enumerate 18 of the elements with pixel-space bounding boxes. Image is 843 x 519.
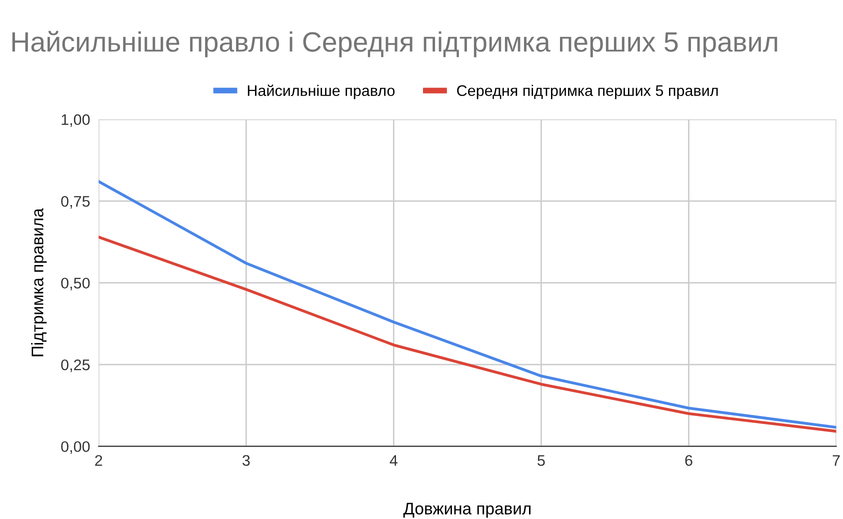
x-tick-label: 6: [685, 455, 692, 466]
chart-title: Найсильніше правло і Середня підтримка перших 5 правил: [12, 30, 778, 58]
x-tick-label: 2: [95, 455, 102, 466]
y-tick-label: 0,00: [61, 441, 90, 454]
y-tick-label: 0,75: [61, 196, 90, 209]
y-axis-title: Підтримка правила: [31, 208, 47, 356]
x-axis-title: Довжина правил: [403, 502, 531, 518]
legend-label: Найсильніше правло: [248, 84, 395, 100]
y-tick-label: 0,25: [61, 359, 90, 372]
x-tick-label: 4: [390, 455, 398, 466]
y-tick-label: 1,00: [62, 114, 90, 127]
x-tick-label: 7: [832, 455, 840, 466]
x-tick-label: 3: [242, 455, 250, 466]
line-series: [98, 236, 836, 433]
x-tick-label: 5: [538, 455, 545, 466]
line-series: [98, 180, 836, 429]
legend-label: Середня підтримка перших 5 правил: [457, 84, 718, 100]
y-tick-label: 0,50: [61, 278, 90, 290]
